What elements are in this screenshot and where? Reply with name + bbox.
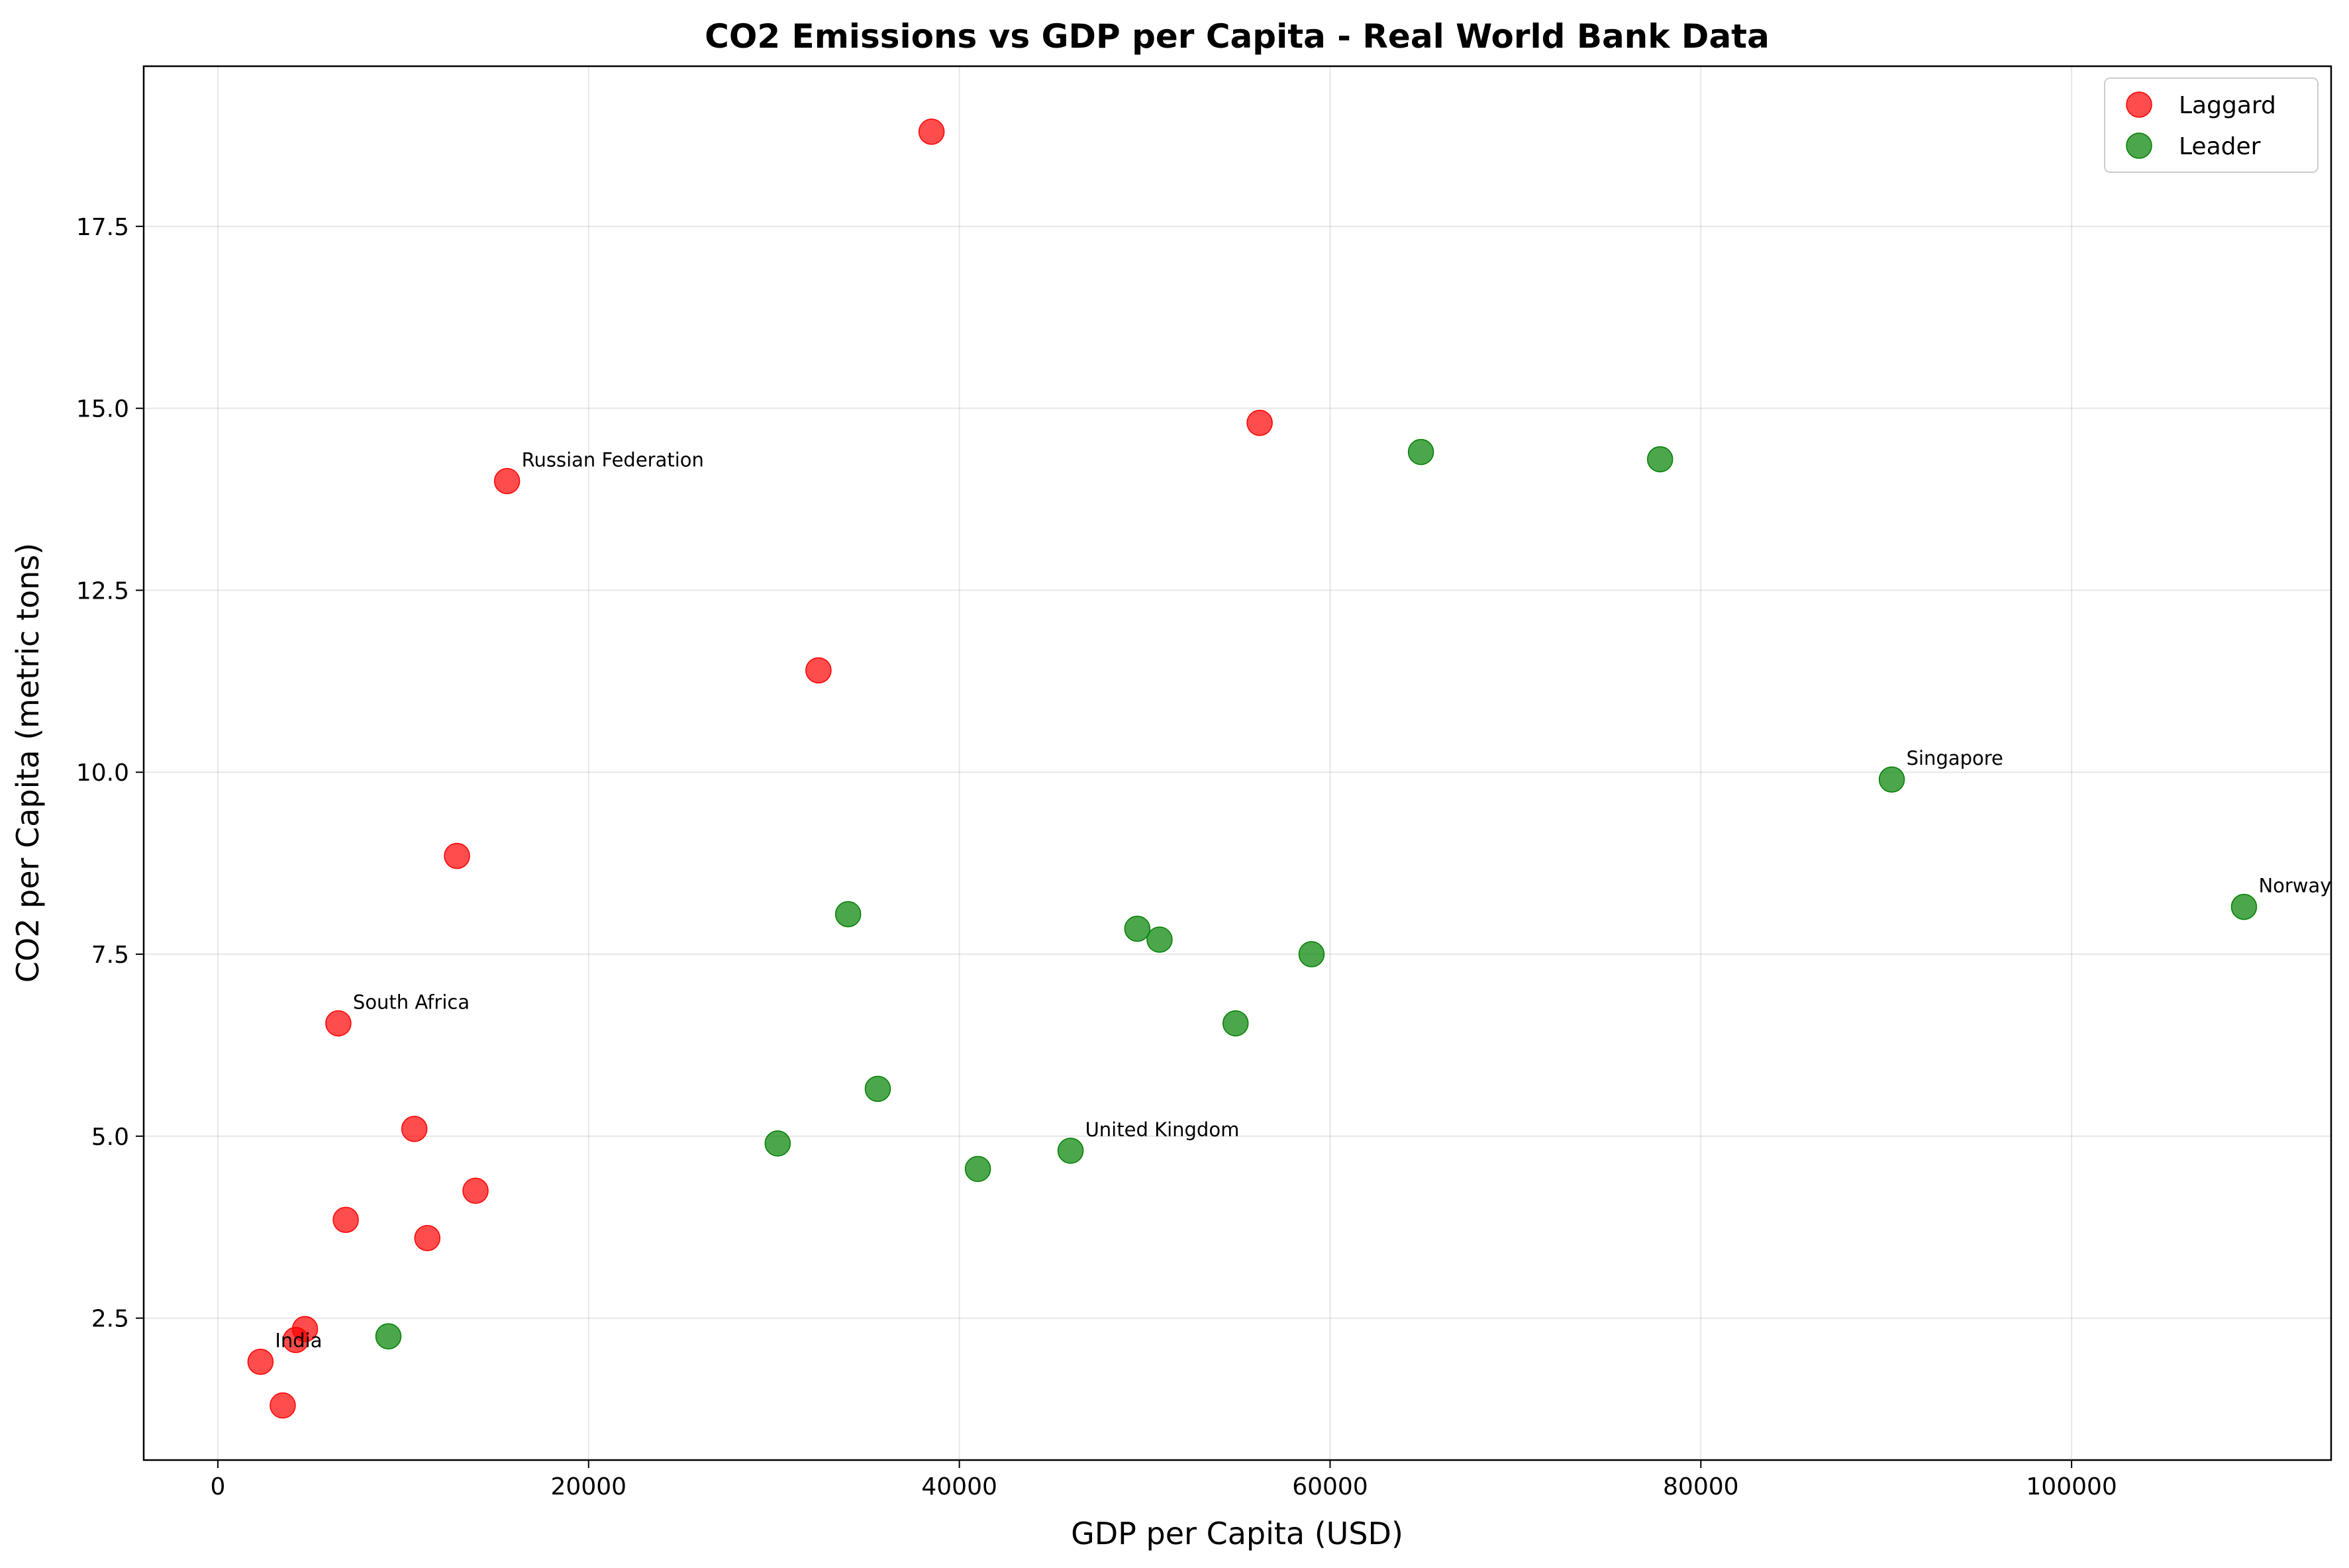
laggard-point: [444, 842, 470, 869]
y-tick-label: 7.5: [91, 942, 129, 969]
laggard-point: [805, 657, 832, 684]
laggard-point: [282, 1326, 309, 1353]
country-annotation: South Africa: [353, 991, 470, 1013]
x-tick-label: 100000: [2026, 1473, 2117, 1500]
leader-point: [1646, 446, 1674, 473]
leader-point: [1124, 915, 1151, 942]
legend-marker: [2126, 132, 2152, 159]
x-tick-label: 60000: [1292, 1473, 1368, 1500]
country-annotation: India: [275, 1330, 322, 1352]
point-annotations: Russian Federation South Africa India Singa…: [275, 449, 2331, 1352]
laggard-point: [332, 1206, 359, 1234]
x-tick-label: 80000: [1663, 1473, 1739, 1500]
leader-point: [1878, 766, 1905, 793]
legend-label: Leader: [2179, 133, 2261, 160]
x-axis-label: GDP per Capita (USD): [1071, 1516, 1403, 1551]
country-annotation: United Kingdom: [1085, 1118, 1240, 1141]
laggard-point: [493, 467, 521, 495]
laggard-point: [401, 1116, 428, 1142]
x-tick-label: 20000: [551, 1473, 627, 1500]
y-tick-label: 10.0: [76, 760, 129, 787]
country-annotation: Norway: [2258, 875, 2331, 897]
y-tick-label: 12.5: [76, 577, 129, 605]
laggard-point: [270, 1392, 296, 1419]
laggard-point: [1246, 409, 1273, 436]
laggard-point: [247, 1348, 274, 1375]
laggard-point: [325, 1010, 352, 1037]
legend: Laggard Leader: [2104, 77, 2319, 173]
y-tick-label: 2.5: [91, 1306, 129, 1333]
laggard-point: [414, 1224, 441, 1251]
y-tick-label: 17.5: [76, 214, 129, 241]
plot-frame: [142, 65, 2332, 1461]
laggard-point: [918, 119, 945, 145]
x-tick-label: 0: [211, 1473, 226, 1500]
grid: [144, 66, 2331, 1460]
data-points: [247, 119, 2258, 1419]
leader-point: [1057, 1138, 1084, 1164]
y-tick-label: 5.0: [91, 1124, 129, 1151]
y-tick-label: 15.0: [76, 396, 129, 423]
leader-point: [375, 1323, 402, 1349]
leader-point: [964, 1155, 991, 1183]
leader-point: [2230, 893, 2258, 920]
leader-point: [764, 1130, 791, 1157]
legend-marker: [2126, 91, 2152, 118]
y-axis-label: CO2 per Capita (metric tons): [10, 543, 46, 983]
country-annotation: Singapore: [1907, 747, 2003, 769]
x-tick-label: 40000: [921, 1473, 997, 1500]
leader-point: [1146, 926, 1173, 953]
chart-title: CO2 Emissions vs GDP per Capita - Real W…: [705, 17, 1770, 56]
leader-point: [1298, 941, 1325, 967]
laggard-point: [462, 1177, 489, 1204]
legend-box: [2104, 77, 2319, 173]
legend-label: Laggard: [2179, 92, 2276, 119]
leader-point: [1407, 438, 1434, 466]
leader-point: [1222, 1010, 1249, 1037]
leader-point: [864, 1075, 891, 1102]
leader-point: [834, 901, 862, 928]
x-axis-ticks: 0 20000 40000 60000 80000 100000: [211, 1460, 2117, 1500]
y-axis-ticks: 2.5 5.0 7.5 10.0 12.5 15.0 17.5: [76, 214, 144, 1333]
country-annotation: Russian Federation: [522, 449, 704, 471]
